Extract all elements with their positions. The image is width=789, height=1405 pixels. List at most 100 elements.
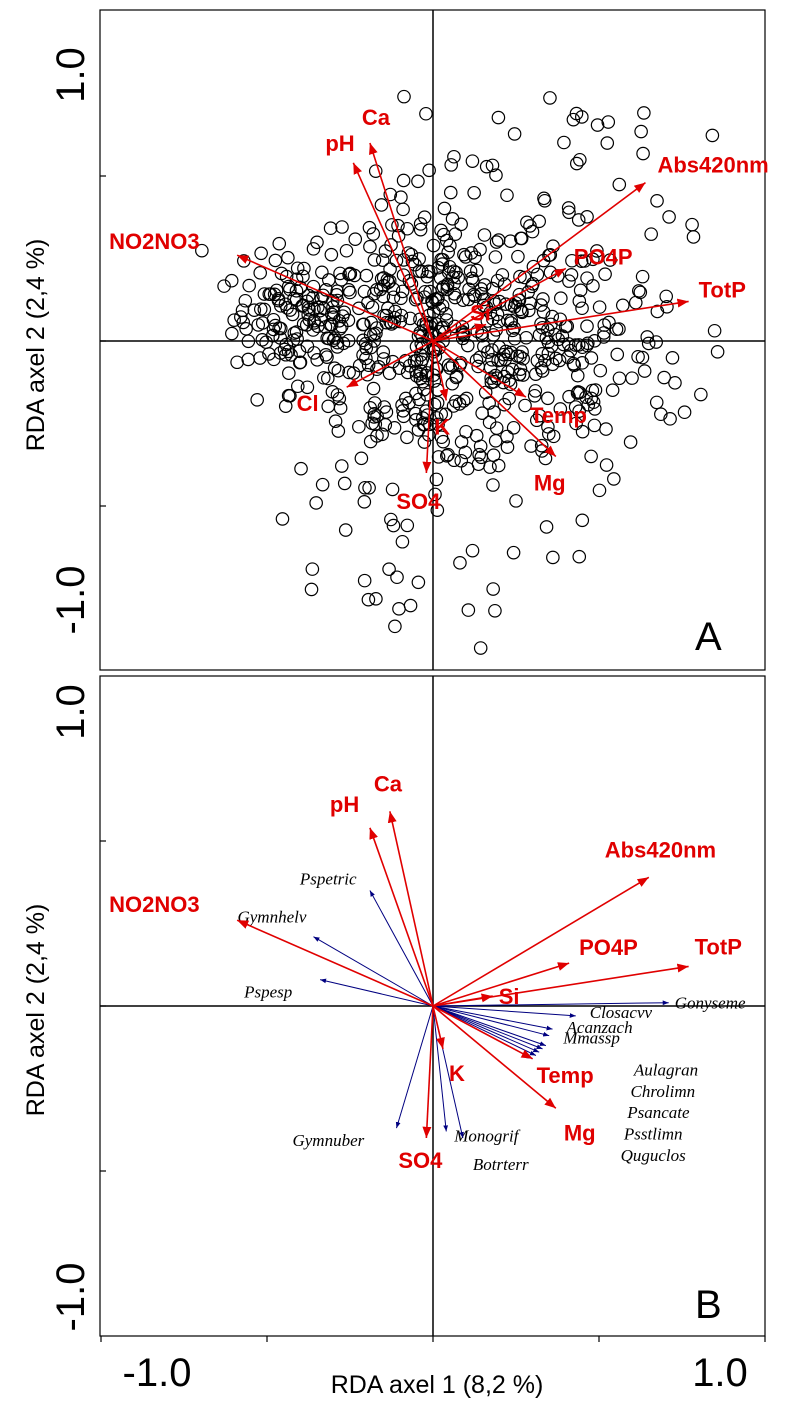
- site-point: [458, 250, 473, 264]
- site-point: [575, 301, 589, 316]
- panel-a-y-axis-label: RDA axel 2 (2,4 %): [22, 239, 50, 452]
- site-point: [254, 246, 268, 261]
- site-point: [511, 249, 525, 264]
- species-label-pspetric: Pspetric: [299, 870, 357, 889]
- site-point: [403, 311, 417, 326]
- site-point: [405, 254, 420, 269]
- site-point: [501, 347, 516, 362]
- site-point: [361, 592, 376, 607]
- site-point: [535, 320, 550, 335]
- site-point: [677, 405, 692, 420]
- site-point: [230, 355, 244, 370]
- env-label-ca: Ca: [374, 771, 403, 796]
- site-point: [453, 556, 467, 570]
- species-label-gymnuber: Gymnuber: [292, 1131, 364, 1150]
- site-point: [633, 285, 648, 300]
- site-point: [485, 352, 499, 367]
- site-point: [637, 106, 651, 120]
- site-point: [563, 343, 578, 358]
- species-label-gonyseme: Gonyseme: [675, 994, 746, 1013]
- site-point: [612, 322, 626, 336]
- site-point: [376, 271, 391, 285]
- site-point: [514, 304, 529, 319]
- site-point: [500, 188, 514, 203]
- site-point: [483, 460, 497, 474]
- site-point: [452, 358, 467, 373]
- site-point: [367, 287, 381, 301]
- site-point: [581, 397, 596, 412]
- site-point: [279, 347, 293, 362]
- site-point: [573, 283, 588, 298]
- site-point: [359, 341, 374, 356]
- site-point: [649, 335, 663, 349]
- site-point: [377, 352, 391, 366]
- env-arrow-so4: [422, 1005, 434, 1139]
- site-point: [430, 503, 445, 518]
- site-point: [641, 336, 656, 351]
- env-label-so4: SO4: [396, 489, 441, 514]
- site-point: [330, 388, 345, 402]
- site-point: [286, 333, 301, 347]
- site-point: [685, 217, 699, 232]
- site-point: [649, 395, 664, 410]
- site-point: [413, 222, 428, 237]
- site-point: [369, 592, 383, 606]
- site-point: [459, 391, 474, 406]
- site-point: [557, 135, 571, 150]
- site-point: [253, 266, 268, 280]
- site-point: [443, 361, 457, 375]
- site-point: [333, 401, 348, 415]
- env-arrow-abs420nm: [432, 876, 650, 1007]
- site-point: [623, 435, 638, 449]
- species-label-gymnhelv: Gymnhelv: [237, 908, 306, 927]
- site-point: [409, 386, 423, 401]
- site-point: [483, 360, 498, 375]
- site-point: [328, 414, 343, 429]
- site-point: [542, 248, 556, 263]
- site-point: [272, 321, 286, 335]
- site-point: [417, 435, 432, 449]
- site-point: [362, 480, 376, 495]
- site-point: [537, 191, 551, 206]
- site-point: [523, 296, 538, 311]
- site-point: [352, 419, 366, 434]
- site-point: [343, 267, 358, 281]
- env-arrow-si: [432, 993, 493, 1007]
- site-point: [599, 458, 614, 472]
- site-point: [367, 396, 382, 410]
- site-point: [466, 274, 480, 288]
- site-point: [310, 300, 325, 315]
- site-point: [518, 398, 532, 413]
- site-point: [326, 300, 340, 314]
- site-point: [497, 277, 512, 291]
- site-point: [382, 562, 396, 576]
- env-arrow-no2no3: [236, 919, 434, 1007]
- site-point: [635, 350, 650, 365]
- species-arrow-chrolimn: [432, 1005, 543, 1050]
- site-point: [456, 293, 470, 308]
- site-point: [413, 217, 428, 231]
- site-point: [525, 279, 539, 294]
- site-point: [277, 342, 292, 357]
- species-arrow-monogrif: [432, 1005, 449, 1132]
- site-point: [235, 303, 250, 318]
- site-point: [272, 236, 287, 251]
- site-point: [305, 562, 320, 576]
- site-point: [634, 124, 648, 139]
- site-point: [507, 127, 522, 141]
- site-point: [468, 250, 482, 265]
- species-label-quguclos: Quguclos: [621, 1146, 687, 1165]
- site-point: [555, 329, 570, 343]
- site-point: [369, 326, 383, 341]
- site-point: [323, 221, 338, 236]
- site-point: [417, 210, 432, 224]
- site-point: [281, 388, 296, 403]
- site-point: [512, 287, 527, 302]
- site-point: [358, 336, 373, 351]
- site-point: [379, 405, 394, 419]
- site-point: [392, 602, 406, 616]
- panel-b-xtick-right: 1.0: [692, 1351, 748, 1395]
- site-point: [490, 273, 505, 288]
- site-point: [458, 445, 473, 460]
- site-point: [526, 259, 541, 274]
